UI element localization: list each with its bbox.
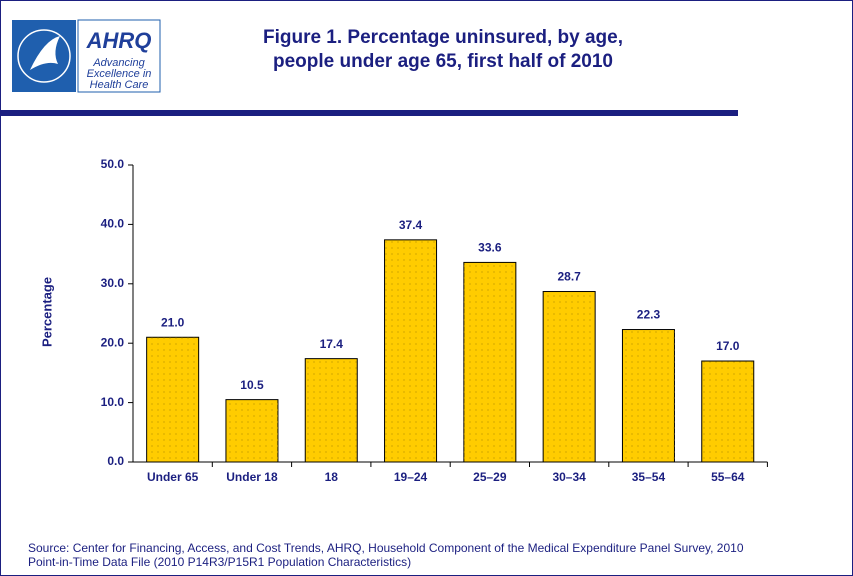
data-label: 21.0 xyxy=(161,315,185,329)
x-tick-label: 35–54 xyxy=(632,470,666,484)
bar-texture xyxy=(225,399,278,462)
x-tick-label: 19–24 xyxy=(394,470,428,484)
bar-texture xyxy=(305,358,358,462)
logo-tagline: Health Care xyxy=(90,79,149,91)
logo-tagline: Excellence in xyxy=(87,68,152,80)
y-tick-label: 50.0 xyxy=(101,157,125,171)
logo-name: AHRQ xyxy=(86,28,152,53)
seal-eagle xyxy=(30,36,60,70)
data-label: 33.6 xyxy=(478,241,502,255)
data-label: 22.3 xyxy=(637,308,661,322)
y-axis-label: Percentage xyxy=(39,277,54,347)
y-tick-label: 30.0 xyxy=(101,276,125,290)
x-tick-label: Under 65 xyxy=(147,470,199,484)
data-label: 28.7 xyxy=(557,270,581,284)
x-tick-label: Under 18 xyxy=(226,470,278,484)
data-label: 10.5 xyxy=(240,378,264,392)
data-label: 37.4 xyxy=(399,218,423,232)
y-tick-label: 0.0 xyxy=(107,454,124,468)
x-tick-label: 55–64 xyxy=(711,470,745,484)
x-tick-label: 25–29 xyxy=(473,470,507,484)
y-tick-label: 20.0 xyxy=(101,335,125,349)
bar-texture xyxy=(701,361,754,462)
logo: AHRQ Advancing Excellence in Health Care xyxy=(12,19,161,93)
x-tick-label: 30–34 xyxy=(552,470,586,484)
y-tick-label: 40.0 xyxy=(101,217,125,231)
chart-title: Figure 1. Percentage uninsured, by age, xyxy=(263,27,623,48)
chart-title: people under age 65, first half of 2010 xyxy=(273,51,613,72)
logo-tagline: Advancing xyxy=(92,57,145,69)
y-tick-label: 10.0 xyxy=(101,395,125,409)
ahrq-box xyxy=(77,19,161,93)
source-note: Point-in-Time Data File (2010 P14R3/P15R… xyxy=(28,555,411,569)
bar-texture xyxy=(146,337,199,462)
bar-texture xyxy=(463,262,516,462)
bar-texture xyxy=(622,329,675,462)
header-rule xyxy=(0,110,738,116)
data-label: 17.0 xyxy=(716,339,740,353)
source-note: Source: Center for Financing, Access, an… xyxy=(28,541,744,555)
bar-texture xyxy=(543,291,596,462)
seal-ring xyxy=(17,29,71,83)
x-tick-label: 18 xyxy=(325,470,339,484)
data-label: 17.4 xyxy=(320,337,344,351)
bar-texture xyxy=(384,239,437,462)
